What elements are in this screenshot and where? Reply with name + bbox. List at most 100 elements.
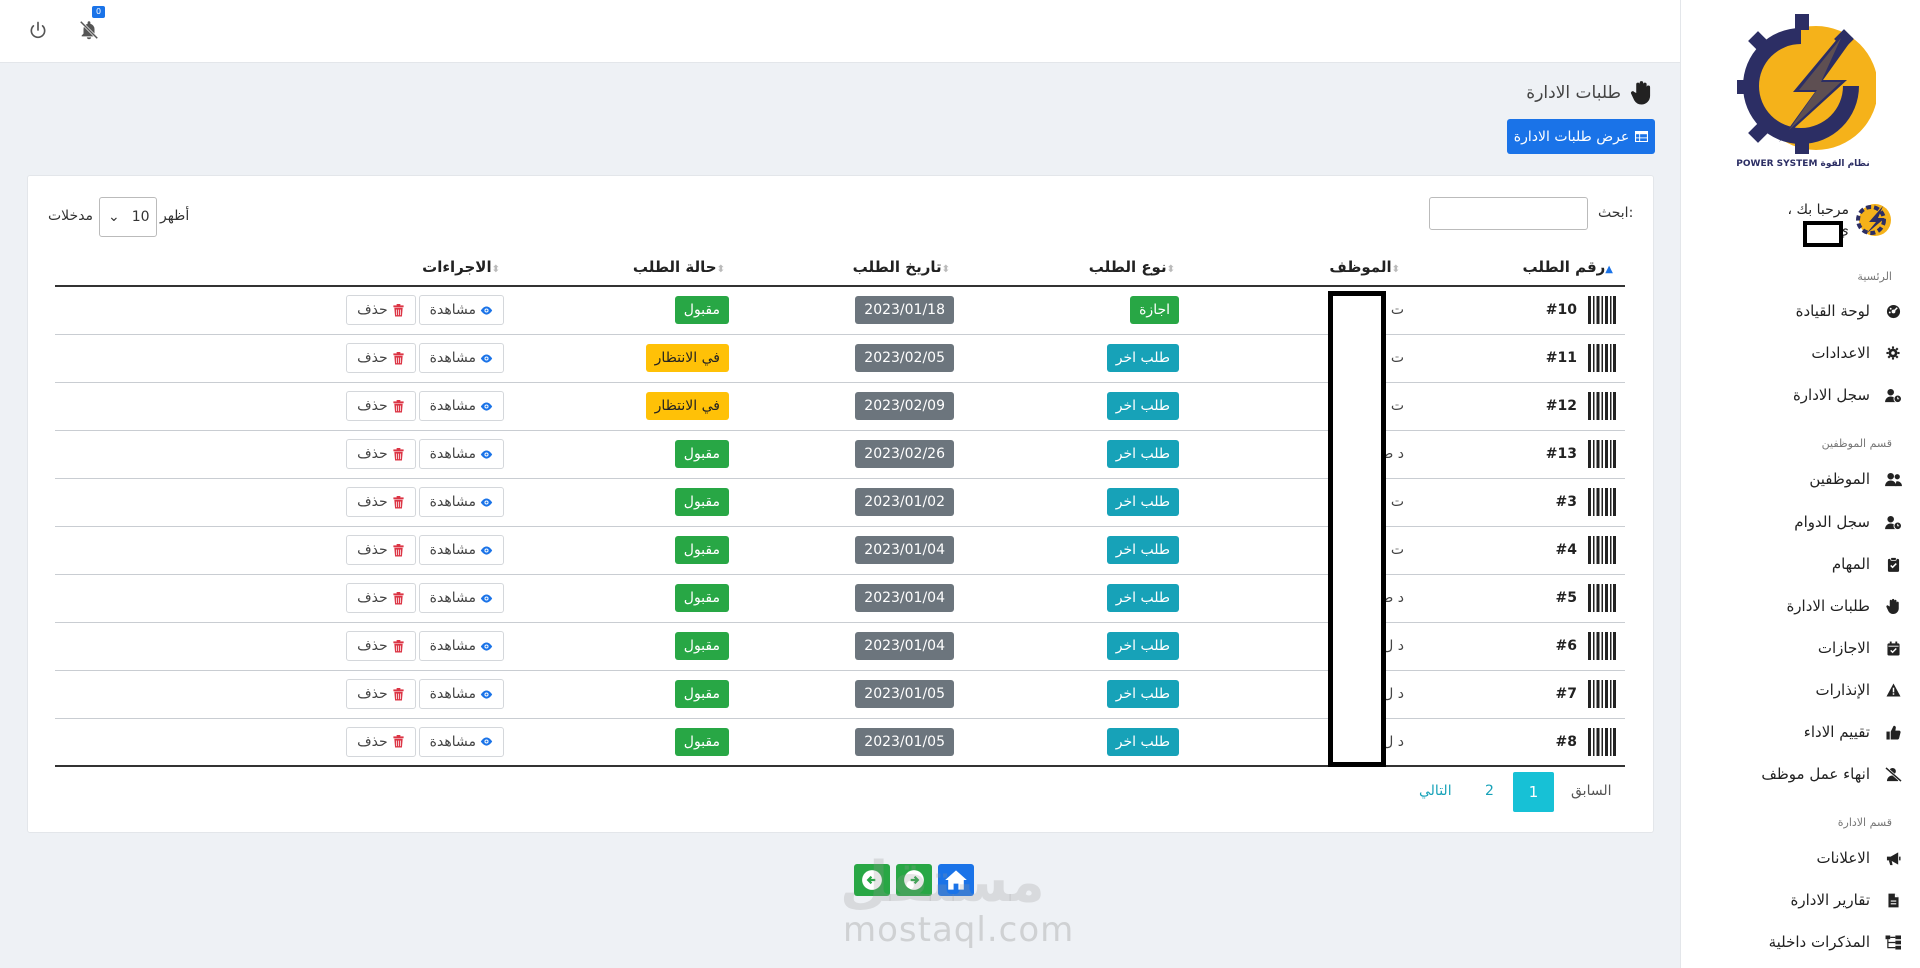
sidebar-item-internal-memos[interactable]: المذكرات داخلية xyxy=(1702,927,1902,957)
table-icon xyxy=(1635,131,1649,142)
back-button[interactable] xyxy=(854,864,890,896)
sidebar-item-admin-requests[interactable]: طلبات الادارة xyxy=(1702,591,1902,621)
pagination-page-1[interactable]: 1 xyxy=(1513,772,1554,812)
power-system-logo[interactable]: POWER SYSTEM نظام القوة xyxy=(1731,10,1876,170)
sidebar-item-attendance[interactable]: سجل الدوام xyxy=(1702,507,1902,537)
employee-name: د ل xyxy=(1383,686,1404,702)
delete-button[interactable]: حذف xyxy=(346,439,416,469)
cell-request-status: في الانتظار xyxy=(512,334,737,383)
eye-icon xyxy=(480,353,493,363)
delete-button[interactable]: حذف xyxy=(346,391,416,421)
delete-button[interactable]: حذف xyxy=(346,726,416,757)
delete-button[interactable]: حذف xyxy=(346,583,416,613)
view-button-label: مشاهدة xyxy=(429,542,476,558)
view-button[interactable]: مشاهدة xyxy=(418,391,504,421)
delete-button[interactable]: حذف xyxy=(346,535,416,565)
cell-actions: مشاهدة حذف xyxy=(55,382,512,431)
sidebar-item-dashboard[interactable]: لوحة القيادة xyxy=(1702,296,1902,326)
column-header-employee[interactable]: ⬍الموظف xyxy=(1187,248,1412,287)
sidebar-item-vacations[interactable]: الاجازات xyxy=(1702,633,1902,663)
eye-icon xyxy=(480,449,493,459)
user-greeting: مرحبا بك ، xyxy=(1787,202,1849,218)
view-button[interactable]: مشاهدة xyxy=(418,679,504,709)
sidebar-item-tasks[interactable]: المهام xyxy=(1702,549,1902,579)
barcode-icon xyxy=(1588,680,1616,708)
view-button-label: مشاهدة xyxy=(429,733,476,750)
view-button[interactable]: مشاهدة xyxy=(418,295,504,326)
delete-button[interactable]: حذف xyxy=(346,679,416,709)
view-button[interactable]: مشاهدة xyxy=(418,726,504,757)
status-badge: مقبول xyxy=(674,727,729,756)
requests-table: ▲رقم الطلب ⬍الموظف ⬍نوع الطلب ⬍تاريخ الط… xyxy=(55,248,1625,767)
pagination-next[interactable]: التالي xyxy=(1419,783,1452,799)
table-row: #6 د ل طلب اخر 2023/01/04 مقبول مشاهدة حذف xyxy=(55,622,1625,671)
view-button[interactable]: مشاهدة xyxy=(418,343,504,373)
hand-icon xyxy=(1884,597,1902,615)
column-header-request-status[interactable]: ⬍حالة الطلب xyxy=(512,248,737,287)
cell-request-date: 2023/01/05 xyxy=(737,670,962,719)
delete-button[interactable]: حذف xyxy=(346,487,416,517)
view-button[interactable]: مشاهدة xyxy=(418,439,504,469)
sidebar-item-employees[interactable]: الموظفين xyxy=(1702,464,1902,494)
user-profile[interactable]: مرحبا بك ، ي xyxy=(1681,196,1920,251)
sidebar-item-settings[interactable]: الاعدادات xyxy=(1702,338,1902,368)
delete-button-label: حذف xyxy=(357,590,388,606)
sidebar-item-announcements[interactable]: الاعلانات xyxy=(1702,843,1902,873)
view-button[interactable]: مشاهدة xyxy=(418,535,504,565)
delete-button-label: حذف xyxy=(357,302,388,319)
forward-button[interactable] xyxy=(896,864,932,896)
arrow-left-circle-icon xyxy=(862,870,882,890)
hand-icon xyxy=(1630,81,1651,105)
page-length-select[interactable]: ⌄ 10 xyxy=(99,197,157,237)
eye-icon xyxy=(480,497,493,507)
sidebar-item-label: الاجازات xyxy=(1817,639,1870,657)
column-header-request-date[interactable]: ⬍تاريخ الطلب xyxy=(737,248,962,287)
warning-icon xyxy=(1884,681,1902,699)
calendar-check-icon xyxy=(1884,639,1902,657)
request-date-badge: 2023/01/18 xyxy=(855,296,954,325)
home-icon xyxy=(945,870,967,890)
view-button[interactable]: مشاهدة xyxy=(418,631,504,661)
watermark-arabic: مستقل xyxy=(840,850,1045,915)
sidebar-item-warnings[interactable]: الإنذارات xyxy=(1702,675,1902,705)
column-header-request-no[interactable]: ▲رقم الطلب xyxy=(1412,248,1625,287)
column-header-request-type[interactable]: ⬍نوع الطلب xyxy=(962,248,1187,287)
trash-icon xyxy=(393,447,404,461)
trash-icon xyxy=(393,303,404,317)
cell-request-date: 2023/01/04 xyxy=(737,526,962,575)
sidebar-item-performance[interactable]: تقييم الاداء xyxy=(1702,717,1902,747)
view-admin-requests-button[interactable]: عرض طلبات الادارة xyxy=(1507,119,1655,154)
request-type-badge: طلب اخر xyxy=(1106,488,1179,516)
cell-request-type: طلب اخر xyxy=(962,334,1187,383)
view-button[interactable]: مشاهدة xyxy=(418,487,504,517)
sidebar-item-admin-log[interactable]: سجل الادارة xyxy=(1702,380,1902,410)
cell-request-type: طلب اخر xyxy=(962,430,1187,479)
cell-request-status: مقبول xyxy=(512,574,737,623)
home-button[interactable] xyxy=(938,864,974,896)
search-input[interactable] xyxy=(1429,197,1588,230)
dashboard-icon xyxy=(1884,302,1902,320)
sidebar-item-label: انهاء عمل موظف xyxy=(1761,765,1870,783)
table-header-row: ▲رقم الطلب ⬍الموظف ⬍نوع الطلب ⬍تاريخ الط… xyxy=(55,248,1625,287)
pagination-previous[interactable]: السابق xyxy=(1571,783,1612,799)
eye-icon xyxy=(480,545,493,555)
status-badge: مقبول xyxy=(674,488,729,516)
delete-button-label: حذف xyxy=(357,494,388,510)
status-badge: مقبول xyxy=(674,632,729,660)
delete-button[interactable]: حذف xyxy=(346,295,416,326)
pagination-page-2[interactable]: 2 xyxy=(1485,783,1494,799)
arrow-right-circle-icon xyxy=(904,870,924,890)
delete-button-label: حذف xyxy=(357,542,388,558)
column-header-actions[interactable]: ⬍الاجراءات xyxy=(55,248,512,287)
sidebar-item-terminate-employee[interactable]: انهاء عمل موظف xyxy=(1702,759,1902,789)
status-badge: مقبول xyxy=(674,536,729,564)
power-icon[interactable] xyxy=(28,20,48,40)
cell-request-no: #8 xyxy=(1412,718,1625,767)
cell-request-status: مقبول xyxy=(512,430,737,479)
sidebar-item-admin-reports[interactable]: تقارير الادارة xyxy=(1702,885,1902,915)
bell-slash-icon[interactable] xyxy=(78,19,100,41)
delete-button[interactable]: حذف xyxy=(346,343,416,373)
trash-icon xyxy=(393,351,404,365)
view-button[interactable]: مشاهدة xyxy=(418,583,504,613)
delete-button[interactable]: حذف xyxy=(346,631,416,661)
